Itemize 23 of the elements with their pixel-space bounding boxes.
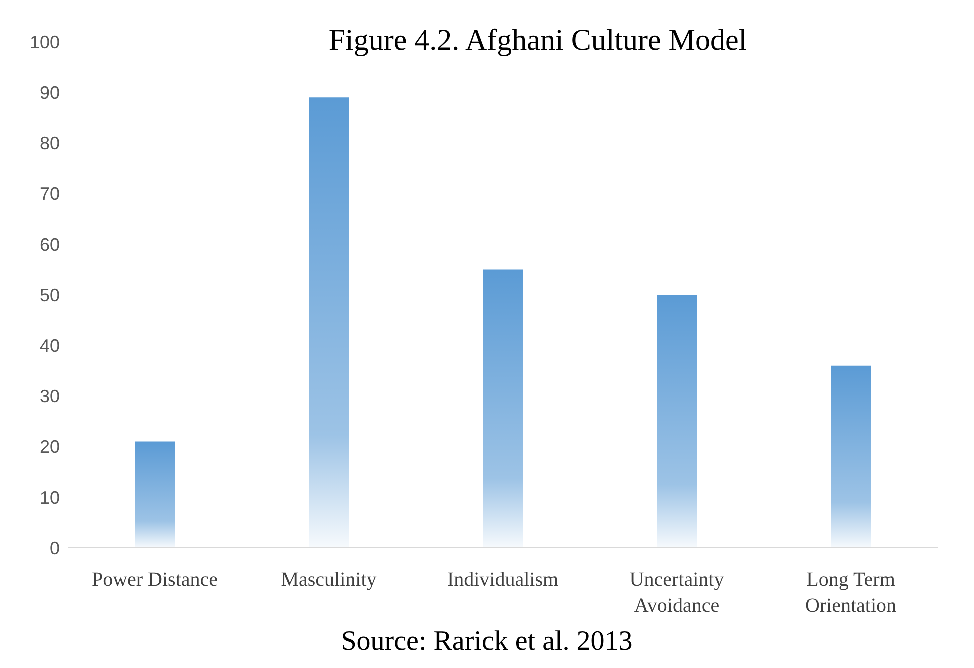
- bar: [657, 295, 697, 548]
- x-tick-label: Masculinity: [281, 569, 377, 591]
- y-tick-label: 50: [40, 285, 60, 306]
- y-tick-label: 10: [40, 488, 60, 508]
- y-tick-label: 90: [40, 82, 60, 103]
- y-tick-label: 70: [40, 184, 60, 204]
- source-note: Source: Rarick et al. 2013: [340, 626, 634, 658]
- bar: [831, 366, 871, 548]
- x-tick-label: Power Distance: [92, 569, 218, 591]
- x-tick-label: Uncertainty Avoidance: [630, 569, 724, 617]
- y-tick-label: 0: [50, 538, 60, 558]
- x-tick-label: Long Term Orientation: [805, 569, 897, 617]
- y-tick-label: 80: [40, 134, 60, 154]
- y-tick-label: 30: [40, 386, 60, 407]
- y-tick-label: 60: [40, 234, 60, 255]
- y-tick-label: 20: [40, 437, 60, 458]
- chart-title: Figure 4.2. Afghani Culture Model: [328, 24, 748, 58]
- bar: [135, 442, 175, 548]
- y-tick-label: 100: [30, 32, 60, 52]
- bar: [483, 270, 523, 548]
- y-tick-label: 40: [40, 336, 60, 356]
- x-tick-label: Individualism: [447, 569, 559, 591]
- bar: [309, 98, 349, 548]
